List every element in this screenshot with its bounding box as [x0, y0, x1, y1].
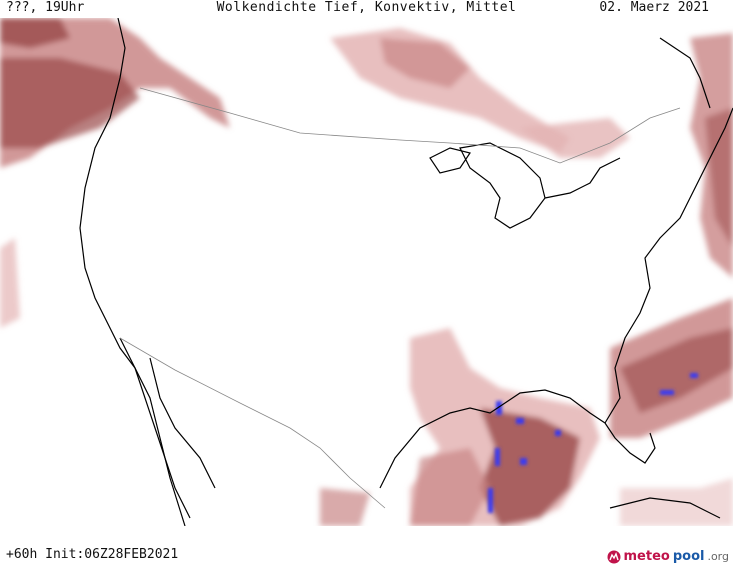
- map-title: Wolkendichte Tief, Konvektiv, Mittel: [216, 0, 517, 15]
- meteopool-logo[interactable]: meteo pool .org: [607, 549, 729, 564]
- cloud-density-layer: [0, 18, 733, 526]
- logo-text-meteo: meteo: [623, 549, 670, 564]
- weather-map: [0, 18, 733, 526]
- border-layer: [119, 87, 681, 509]
- logo-text-pool: pool: [672, 549, 705, 564]
- run-time-label: ???, 19Uhr: [6, 0, 85, 15]
- logo-icon: [607, 550, 620, 563]
- run-info-label: +60h Init:06Z28FEB2021: [6, 547, 179, 562]
- coastline-layer: [79, 18, 733, 526]
- convective-layer: [488, 373, 698, 513]
- valid-date-label: 02. Maerz 2021: [599, 0, 709, 15]
- logo-text-org: .org: [707, 550, 729, 563]
